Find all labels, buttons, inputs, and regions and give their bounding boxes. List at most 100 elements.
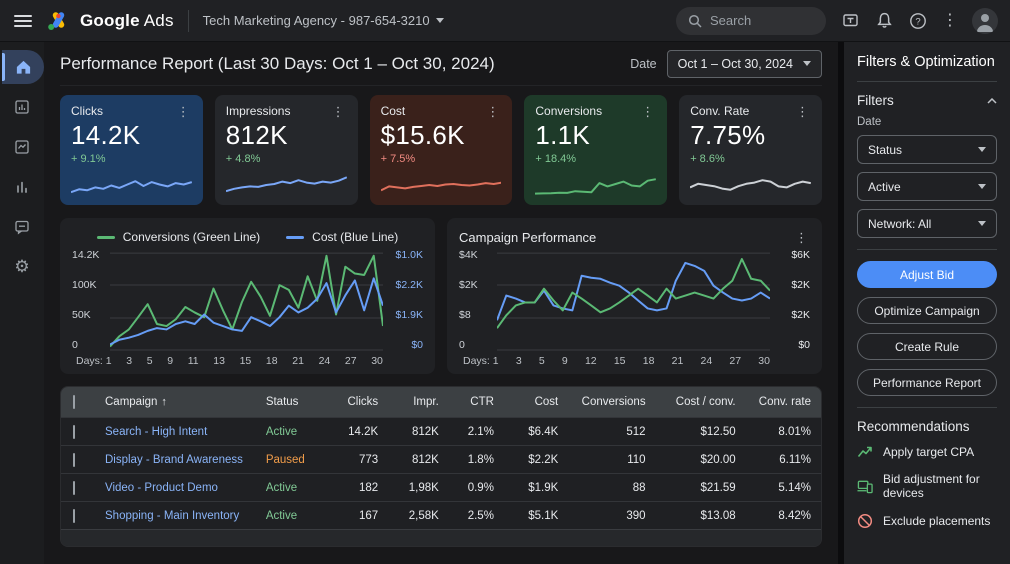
chevron-up-icon[interactable] bbox=[987, 97, 997, 104]
x-tick: 24 bbox=[318, 355, 331, 367]
table-body: Search - High Intent Active 14.2K 812K 2.1% $… bbox=[61, 417, 821, 529]
kpi-value: 812K bbox=[225, 120, 288, 150]
chevron-down-icon bbox=[978, 184, 986, 189]
adjust-bid-button[interactable]: Adjust Bid bbox=[857, 261, 997, 288]
row-checkbox[interactable] bbox=[73, 424, 75, 439]
column-header-cost[interactable]: Cost bbox=[534, 396, 559, 408]
metric-cell-ctr: 0.9% bbox=[467, 481, 494, 494]
recommendations-list: Apply target CPA Bid adjustment for devic… bbox=[857, 445, 997, 529]
x-tick: 15 bbox=[613, 355, 626, 367]
campaign-link[interactable]: Display - Brand Awareness bbox=[105, 453, 243, 466]
kebab-menu-icon[interactable]: ⋮ bbox=[331, 103, 345, 119]
column-header-conversions[interactable]: Conversions bbox=[581, 396, 646, 408]
column-header-clicks[interactable]: Clicks bbox=[347, 396, 379, 408]
row-checkbox[interactable] bbox=[73, 508, 75, 523]
optimize-campaign-button[interactable]: Optimize Campaign bbox=[857, 297, 997, 324]
filters-title: Filters bbox=[857, 93, 894, 108]
sort-asc-icon: ↑ bbox=[161, 396, 167, 408]
recommendation-label: Exclude placements bbox=[883, 514, 991, 528]
metric-cell-impr: 2,58K bbox=[408, 509, 439, 522]
create-rule-button[interactable]: Create Rule bbox=[857, 333, 997, 360]
legend-label: Conversions (Green Line) bbox=[122, 230, 261, 244]
filter-select-network-all[interactable]: Network: All bbox=[857, 209, 997, 238]
kpi-value: $15.6K bbox=[380, 120, 465, 150]
metric-cell-impr: 812K bbox=[411, 453, 439, 466]
search-input[interactable]: Search bbox=[676, 6, 826, 35]
y-tick: $8 bbox=[459, 309, 471, 321]
trend-up-icon bbox=[857, 446, 872, 458]
account-selector[interactable]: Tech Marketing Agency - 987-654-3210 bbox=[203, 13, 444, 28]
kebab-menu-icon[interactable]: ⋮ bbox=[795, 229, 808, 245]
page-title: Performance Report (Last 30 Days: Oct 1 … bbox=[60, 53, 495, 73]
feedback-icon[interactable] bbox=[840, 11, 860, 31]
column-header-impr[interactable]: Impr. bbox=[413, 396, 439, 408]
column-header-status[interactable]: Status bbox=[265, 396, 299, 408]
chart-legend: Conversions (Green Line) Cost (Blue Line) bbox=[72, 227, 423, 247]
x-axis: Days: 1 3 5 9 11 13 15 18 21 24 27 30 bbox=[72, 352, 423, 367]
metric-cell-impr: 812K bbox=[411, 425, 439, 438]
devices-icon bbox=[857, 480, 873, 493]
filter-select-active[interactable]: Active bbox=[857, 172, 997, 201]
kebab-menu-icon[interactable]: ⋮ bbox=[795, 103, 809, 119]
page-header: Performance Report (Last 30 Days: Oct 1 … bbox=[60, 42, 822, 86]
topbar: Google Ads Tech Marketing Agency - 987-6… bbox=[0, 0, 1010, 42]
performance-report-button[interactable]: Performance Report bbox=[857, 369, 997, 396]
column-header-campaign[interactable]: Campaign ↑ bbox=[105, 396, 167, 408]
campaign-name-cell: Shopping - Main Inventory bbox=[95, 510, 256, 522]
recommendation-apply-target-cpa[interactable]: Apply target CPA bbox=[857, 445, 997, 459]
recommendation-exclude-placements[interactable]: Exclude placements bbox=[857, 513, 997, 529]
google-ads-logo-icon[interactable] bbox=[46, 10, 70, 32]
row-checkbox-cell bbox=[61, 424, 95, 439]
y-axis-right: $6K $2K $2K $0 bbox=[770, 249, 810, 352]
menu-icon[interactable] bbox=[10, 8, 36, 34]
date-range-select[interactable]: Oct 1 – Oct 30, 2024 bbox=[666, 49, 822, 78]
campaign-link[interactable]: Shopping - Main Inventory bbox=[105, 509, 240, 522]
row-checkbox-cell bbox=[61, 480, 95, 495]
kpi-label: Clicks bbox=[71, 104, 103, 118]
avatar[interactable] bbox=[972, 7, 998, 34]
notifications-icon[interactable] bbox=[874, 11, 894, 31]
column-header-ctr[interactable]: CTR bbox=[470, 396, 494, 408]
search-icon bbox=[688, 14, 702, 28]
campaign-name-cell: Video - Product Demo bbox=[95, 482, 256, 494]
campaign-link[interactable]: Video - Product Demo bbox=[105, 481, 218, 494]
x-tick: 13 bbox=[213, 355, 225, 367]
kebab-menu-icon[interactable]: ⋮ bbox=[641, 103, 655, 119]
y-tick: 0 bbox=[459, 339, 465, 351]
nav-overview[interactable] bbox=[2, 90, 42, 124]
nav-settings[interactable]: ⚙ bbox=[2, 250, 42, 284]
campaign-link[interactable]: Search - High Intent bbox=[105, 425, 208, 438]
kebab-menu-icon[interactable]: ⋮ bbox=[176, 103, 190, 119]
nav-reports[interactable] bbox=[2, 170, 42, 204]
row-checkbox[interactable] bbox=[73, 480, 75, 495]
recommendation-bid-adjustment-for-devices[interactable]: Bid adjustment for devices bbox=[857, 472, 997, 500]
nav-comments[interactable] bbox=[2, 210, 42, 244]
legend-swatch bbox=[286, 235, 305, 239]
row-checkbox[interactable] bbox=[73, 452, 75, 467]
nav-insights[interactable] bbox=[2, 130, 42, 164]
x-tick: 18 bbox=[642, 355, 655, 367]
kpi-delta: + 8.6% bbox=[690, 153, 725, 165]
column-header-conv-rate[interactable]: Conv. rate bbox=[758, 396, 811, 408]
metric-cell-cost-conv: $21.59 bbox=[700, 481, 736, 494]
row-checkbox-cell bbox=[61, 508, 95, 523]
status-cell: Active bbox=[265, 509, 298, 522]
more-options-icon[interactable]: ⋮ bbox=[942, 11, 958, 29]
table-row-search-high-intent: Search - High Intent Active 14.2K 812K 2.1% $… bbox=[61, 417, 821, 445]
column-header-cost-conv[interactable]: Cost / conv. bbox=[675, 396, 736, 408]
kpi-card-clicks: Clicks ⋮ 14.2K + 9.1% bbox=[60, 95, 203, 205]
chart-title: Campaign Performance bbox=[459, 229, 597, 245]
metric-cell-clicks: 773 bbox=[358, 453, 379, 466]
nav-home[interactable] bbox=[2, 50, 44, 84]
filters-date-label: Date bbox=[857, 116, 882, 128]
select-all-checkbox[interactable] bbox=[73, 395, 75, 409]
chart-plot bbox=[110, 249, 383, 352]
date-range-value: Oct 1 – Oct 30, 2024 bbox=[677, 56, 793, 71]
help-icon[interactable]: ? bbox=[908, 11, 928, 31]
filter-select-value: Status bbox=[868, 142, 903, 157]
select-all-checkbox-cell bbox=[61, 395, 95, 409]
y-tick: $4K bbox=[459, 249, 478, 261]
kebab-menu-icon[interactable]: ⋮ bbox=[486, 103, 500, 119]
filter-select-status[interactable]: Status bbox=[857, 135, 997, 164]
kpi-label: Cost bbox=[380, 104, 406, 118]
